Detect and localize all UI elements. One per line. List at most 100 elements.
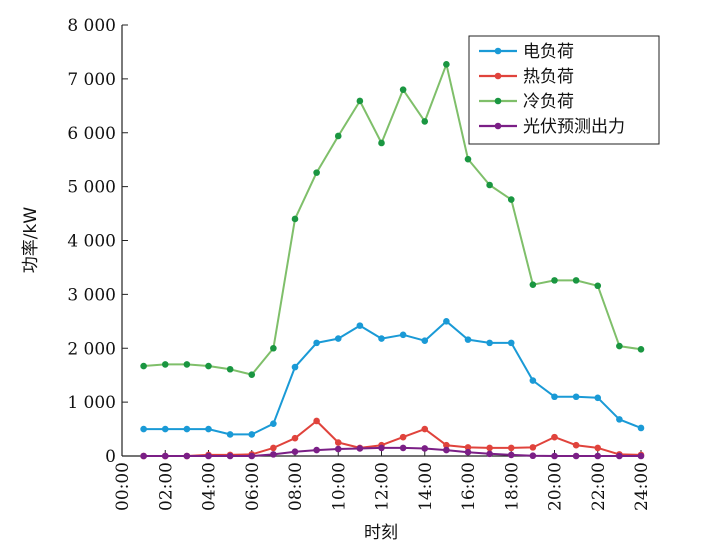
legend-swatch-marker (494, 122, 502, 130)
data-point (140, 362, 147, 370)
data-point (140, 452, 147, 460)
y-tick-label: 1 000 (67, 393, 116, 413)
data-point (507, 339, 515, 347)
series-3 (140, 61, 645, 378)
data-point (464, 155, 472, 163)
x-tick-label: 08:00 (286, 462, 306, 511)
y-tick-label: 6 000 (67, 124, 116, 144)
data-point (205, 425, 212, 433)
data-point (205, 452, 212, 460)
data-point (616, 416, 623, 423)
x-tick-label: 04:00 (200, 462, 220, 511)
data-point (270, 451, 277, 458)
data-point (334, 445, 342, 453)
data-point (551, 433, 558, 441)
data-point (507, 451, 515, 459)
data-point (378, 444, 385, 452)
data-point (226, 452, 234, 460)
data-point (183, 425, 191, 433)
data-point (507, 196, 515, 203)
data-point (313, 417, 320, 425)
data-point (637, 346, 645, 353)
data-point (291, 448, 299, 455)
data-point (616, 452, 623, 460)
data-point (334, 335, 342, 342)
data-point (226, 431, 234, 438)
data-point (313, 339, 320, 347)
series-line (143, 446, 641, 457)
data-point (399, 86, 407, 93)
data-point (594, 282, 602, 290)
data-point (378, 335, 385, 342)
data-point (443, 318, 450, 325)
data-point (464, 448, 472, 456)
data-point (378, 139, 385, 147)
series-1 (140, 318, 645, 438)
data-point (529, 281, 537, 288)
axes: 0 1 000 2 000 3 000 4 000 5 000 6 000 7 000 8 00… (67, 16, 652, 511)
legend-label: 冷负荷 (523, 92, 574, 112)
y-tick-label: 8 000 (67, 16, 116, 36)
series-line (143, 320, 642, 436)
legend-swatch-marker (494, 47, 502, 55)
data-point (161, 425, 169, 433)
data-point (313, 446, 320, 454)
data-point (421, 337, 429, 345)
data-point (464, 336, 472, 343)
data-point (334, 132, 342, 140)
data-point (594, 452, 602, 460)
data-point (334, 439, 342, 446)
data-point (183, 452, 191, 460)
data-point (529, 377, 537, 384)
data-point (594, 444, 602, 452)
data-point (161, 361, 169, 368)
y-tick-label: 3 000 (67, 285, 116, 305)
y-tick-label: 2 000 (67, 339, 116, 359)
data-point (421, 118, 429, 125)
data-point (270, 344, 277, 352)
data-point (486, 450, 493, 458)
data-point (529, 452, 537, 460)
x-tick-label: 02:00 (156, 462, 176, 511)
data-point (399, 444, 407, 452)
data-point (551, 393, 558, 401)
data-point (637, 424, 645, 432)
x-tick-label: 22:00 (589, 462, 609, 511)
data-point (443, 441, 450, 449)
data-point (140, 425, 147, 433)
data-point (551, 452, 558, 460)
x-axis-title: 时刻 (364, 523, 398, 543)
data-point (270, 420, 277, 427)
data-point (291, 215, 299, 223)
data-point (616, 342, 623, 350)
data-point (356, 322, 364, 329)
data-point (464, 444, 472, 451)
series-2 (140, 417, 645, 460)
data-point (443, 61, 450, 68)
data-point (637, 452, 645, 460)
x-tick-label: 20:00 (546, 462, 566, 511)
data-point (529, 444, 537, 451)
y-tick-label: 7 000 (67, 70, 116, 90)
legend-label: 电负荷 (523, 42, 574, 62)
data-point (161, 452, 169, 460)
y-tick-label: 4 000 (67, 232, 116, 252)
x-tick-label: 06:00 (243, 462, 263, 511)
data-point (486, 181, 493, 189)
data-point (486, 444, 493, 452)
legend-label: 热负荷 (523, 67, 574, 87)
data-point (572, 441, 580, 449)
legend-swatch-marker (494, 97, 502, 105)
data-point (507, 444, 515, 452)
data-point (572, 277, 580, 284)
legend-label: 光伏预测出力 (523, 117, 625, 137)
x-tick-label: 24:00 (632, 462, 652, 511)
data-point (399, 433, 407, 441)
data-point (291, 363, 299, 371)
x-tick-label: 16:00 (459, 462, 479, 511)
y-axis-title: 功率/kW (21, 207, 41, 274)
data-point (356, 97, 364, 105)
data-point (205, 362, 212, 370)
